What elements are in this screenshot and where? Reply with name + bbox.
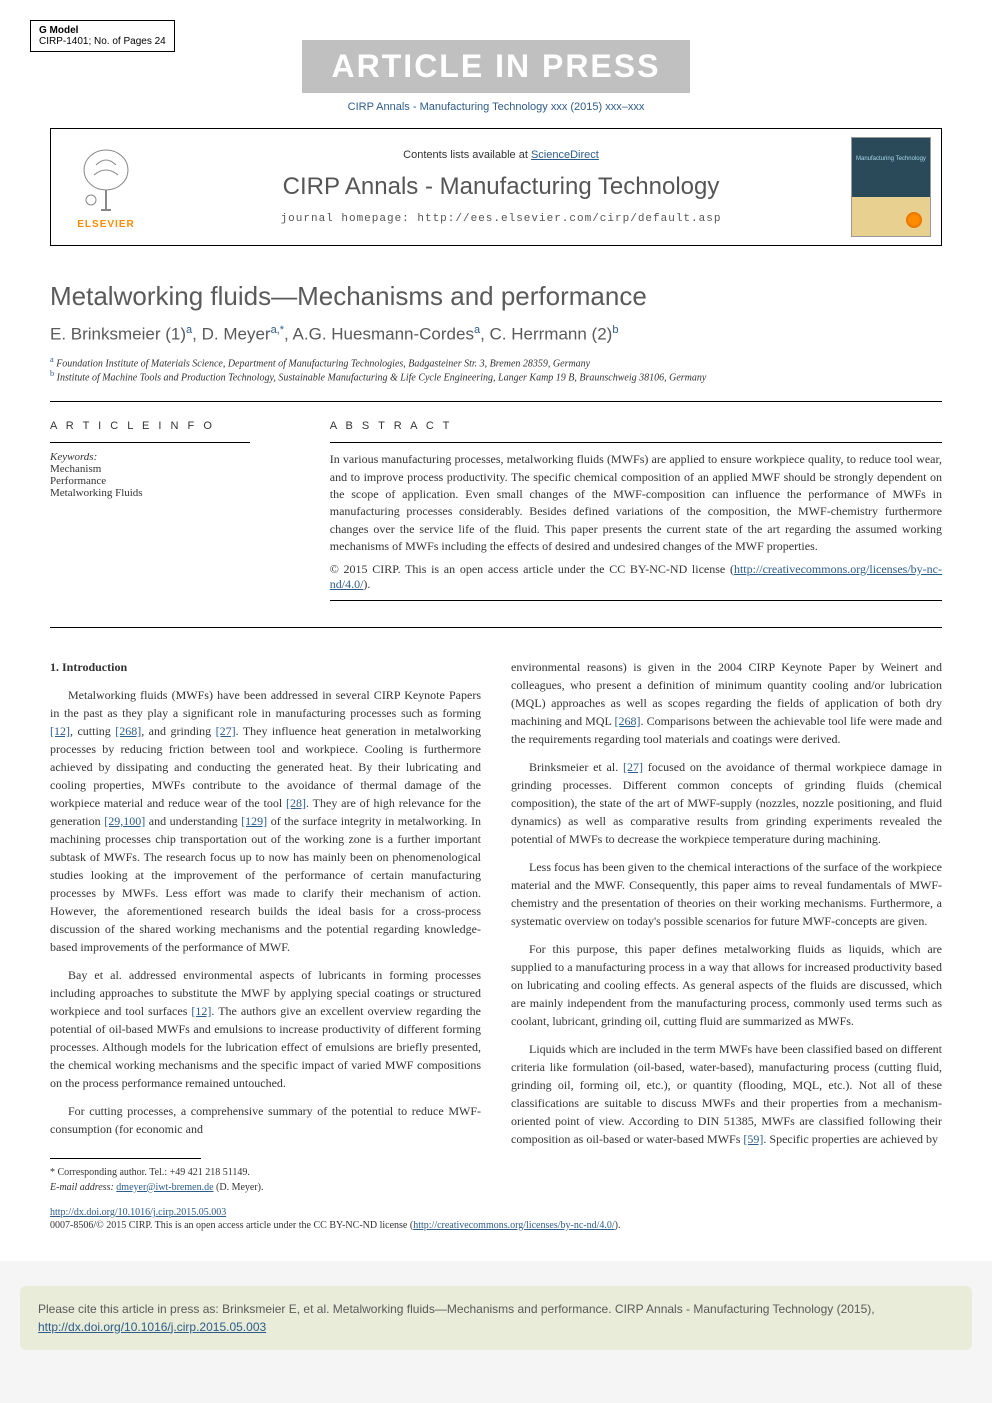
ref-129[interactable]: [129] [241, 814, 267, 828]
article-info-header: A R T I C L E I N F O [50, 420, 300, 432]
title-section: Metalworking fluids—Mechanisms and perfo… [50, 281, 942, 383]
intro-p3: For cutting processes, a comprehensive s… [50, 1102, 481, 1138]
affil-sup-a: a [50, 355, 54, 364]
journal-name: CIRP Annals - Manufacturing Technology [173, 173, 829, 201]
ref-59[interactable]: [59] [743, 1132, 763, 1146]
divider-top [50, 401, 942, 402]
footnote-divider [50, 1158, 201, 1159]
cover-title-text: Manufacturing Technology [856, 156, 926, 162]
elsevier-logo[interactable]: ELSEVIER [51, 129, 161, 245]
bottom-license-link[interactable]: http://creativecommons.org/licenses/by-n… [413, 1220, 614, 1231]
affiliation-a: a Foundation Institute of Materials Scie… [50, 355, 942, 369]
header-center: Contents lists available at ScienceDirec… [161, 129, 841, 245]
info-abstract-row: A R T I C L E I N F O Keywords: Mechanis… [50, 420, 942, 608]
info-divider [50, 442, 250, 443]
elsevier-tree-icon [76, 145, 136, 215]
ref-27b[interactable]: [27] [623, 760, 643, 774]
bottom-copyright: 0007-8506/© 2015 CIRP. This is an open a… [50, 1220, 942, 1231]
gmodel-box: G Model CIRP-1401; No. of Pages 24 [30, 20, 175, 52]
keyword-1: Mechanism [50, 463, 300, 475]
affil-sup-b: b [50, 369, 54, 378]
abstract-bottom-divider [330, 600, 942, 601]
keyword-2: Performance [50, 475, 300, 487]
ref-268b[interactable]: [268] [615, 714, 641, 728]
intro-p2: Bay et al. addressed environmental aspec… [50, 966, 481, 1092]
email-suffix: (D. Meyer). [214, 1182, 264, 1193]
intro-p1: Metalworking fluids (MWFs) have been add… [50, 686, 481, 956]
affil-text-b: Institute of Machine Tools and Productio… [57, 372, 707, 383]
footnotes: * Corresponding author. Tel.: +49 421 21… [50, 1165, 481, 1195]
col2-p4: For this purpose, this paper defines met… [511, 940, 942, 1030]
cover-image: Manufacturing Technology [851, 137, 931, 237]
article-info: A R T I C L E I N F O Keywords: Mechanis… [50, 420, 300, 608]
abstract-header: A B S T R A C T [330, 420, 942, 432]
contents-prefix: Contents lists available at [403, 149, 531, 161]
divider-mid [50, 627, 942, 628]
affil-text-a: Foundation Institute of Materials Scienc… [56, 358, 590, 369]
banner-text: ARTICLE IN PRESS [302, 40, 691, 93]
body-columns: 1. Introduction Metalworking fluids (MWF… [50, 658, 942, 1195]
email-line: E-mail address: dmeyer@iwt-bremen.de (D.… [50, 1180, 481, 1195]
corresponding-author: * Corresponding author. Tel.: +49 421 21… [50, 1165, 481, 1180]
ref-12b[interactable]: [12] [191, 1004, 211, 1018]
gmodel-line2: CIRP-1401; No. of Pages 24 [39, 36, 166, 47]
journal-header-box: ELSEVIER Contents lists available at Sci… [50, 128, 942, 246]
column-left: 1. Introduction Metalworking fluids (MWF… [50, 658, 481, 1195]
cite-text: Please cite this article in press as: Br… [38, 1302, 875, 1316]
abstract-divider [330, 442, 942, 443]
keyword-3: Metalworking Fluids [50, 487, 300, 499]
email-label: E-mail address: [50, 1182, 116, 1193]
ref-12[interactable]: [12] [50, 724, 70, 738]
affiliations: a Foundation Institute of Materials Scie… [50, 355, 942, 384]
elsevier-label: ELSEVIER [77, 219, 134, 230]
email-link[interactable]: dmeyer@iwt-bremen.de [116, 1182, 213, 1193]
doi-link[interactable]: http://dx.doi.org/10.1016/j.cirp.2015.05… [50, 1207, 226, 1218]
ref-28[interactable]: [28] [286, 796, 306, 810]
cite-doi-link[interactable]: http://dx.doi.org/10.1016/j.cirp.2015.05… [38, 1320, 266, 1334]
copyright-close: ). [363, 577, 370, 591]
citation-box: Please cite this article in press as: Br… [20, 1286, 972, 1350]
abstract-copyright: © 2015 CIRP. This is an open access arti… [330, 562, 942, 592]
page-container: G Model CIRP-1401; No. of Pages 24 ARTIC… [0, 0, 992, 1261]
ref-27[interactable]: [27] [216, 724, 236, 738]
ref-29-100[interactable]: [29,100] [104, 814, 145, 828]
copyright-text: © 2015 CIRP. This is an open access arti… [330, 562, 734, 576]
affiliation-b: b Institute of Machine Tools and Product… [50, 369, 942, 383]
col2-p1: environmental reasons) is given in the 2… [511, 658, 942, 748]
keywords-label: Keywords: [50, 451, 300, 463]
cover-thumbnail[interactable]: Manufacturing Technology [841, 129, 941, 245]
ref-268[interactable]: [268] [115, 724, 141, 738]
sciencedirect-link[interactable]: ScienceDirect [531, 149, 599, 161]
journal-reference: CIRP Annals - Manufacturing Technology x… [50, 101, 942, 113]
bottom-copy-text: 0007-8506/© 2015 CIRP. This is an open a… [50, 1220, 413, 1231]
abstract-text: In various manufacturing processes, meta… [330, 451, 942, 555]
column-right: environmental reasons) is given in the 2… [511, 658, 942, 1195]
article-in-press-banner: ARTICLE IN PRESS [50, 40, 942, 93]
col2-p2: Brinksmeier et al. [27] focused on the a… [511, 758, 942, 848]
col2-p3: Less focus has been given to the chemica… [511, 858, 942, 930]
bottom-copy-close: ). [615, 1220, 621, 1231]
contents-available: Contents lists available at ScienceDirec… [173, 149, 829, 161]
doi-line: http://dx.doi.org/10.1016/j.cirp.2015.05… [50, 1207, 942, 1218]
section-1-heading: 1. Introduction [50, 658, 481, 676]
article-title: Metalworking fluids—Mechanisms and perfo… [50, 281, 942, 312]
abstract-section: A B S T R A C T In various manufacturing… [330, 420, 942, 608]
journal-homepage: journal homepage: http://ees.elsevier.co… [173, 213, 829, 225]
col2-p5: Liquids which are included in the term M… [511, 1040, 942, 1148]
gmodel-line1: G Model [39, 25, 166, 36]
authors-line: E. Brinksmeier (1)a, D. Meyera,*, A.G. H… [50, 324, 942, 345]
